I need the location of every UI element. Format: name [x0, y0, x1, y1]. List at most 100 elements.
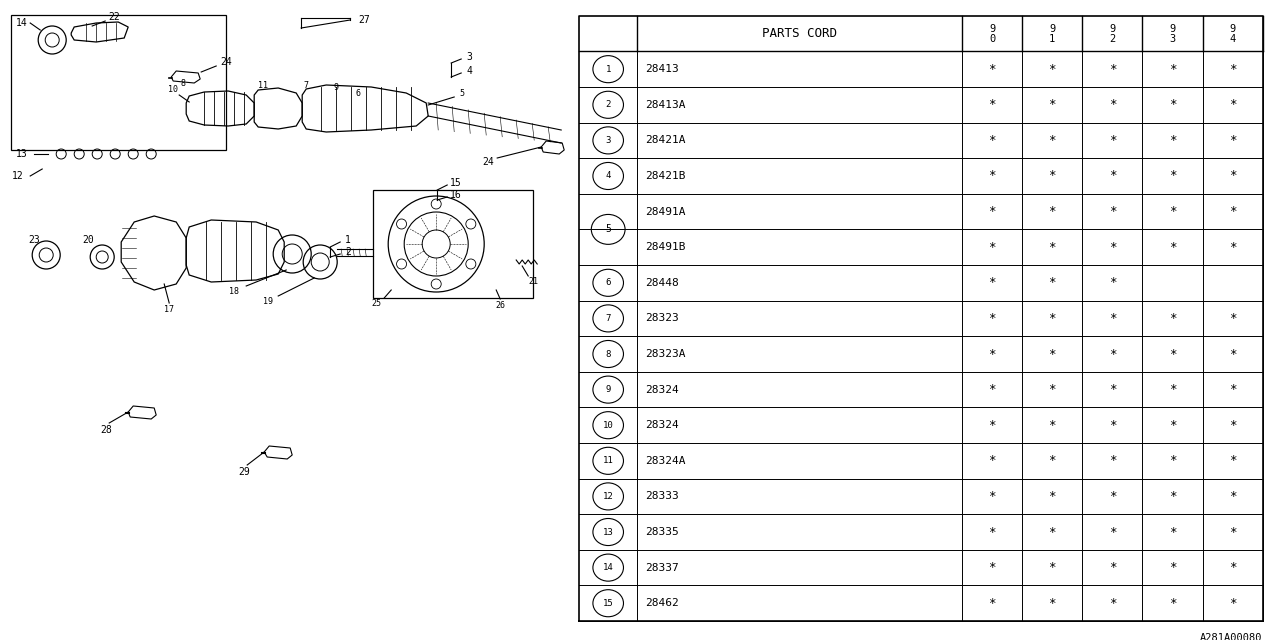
Text: 18: 18 [229, 287, 239, 296]
Text: 1: 1 [605, 65, 611, 74]
Text: *: * [1229, 205, 1236, 218]
Text: *: * [1108, 525, 1116, 538]
Text: *: * [988, 348, 996, 360]
Text: *: * [1229, 99, 1236, 111]
Text: 23: 23 [28, 235, 40, 245]
Text: *: * [1108, 419, 1116, 432]
Text: 28413: 28413 [645, 64, 680, 74]
Text: *: * [1169, 525, 1176, 538]
Text: 28323: 28323 [645, 314, 680, 323]
Text: 28335: 28335 [645, 527, 680, 537]
Text: *: * [1229, 312, 1236, 325]
Text: 28323A: 28323A [645, 349, 686, 359]
Text: *: * [988, 134, 996, 147]
Text: 5: 5 [605, 225, 611, 234]
Text: *: * [1108, 596, 1116, 610]
Text: *: * [988, 205, 996, 218]
Text: 9
4: 9 4 [1230, 24, 1235, 44]
Text: 28: 28 [100, 425, 113, 435]
Text: 15: 15 [451, 178, 462, 188]
Text: 13: 13 [17, 149, 28, 159]
Text: 22: 22 [109, 12, 120, 22]
Text: 8: 8 [605, 349, 611, 358]
Text: 8: 8 [180, 79, 186, 88]
Text: *: * [988, 490, 996, 503]
Text: PARTS CORD: PARTS CORD [762, 27, 837, 40]
Text: *: * [1169, 241, 1176, 253]
Text: 11: 11 [603, 456, 613, 465]
Text: 2: 2 [346, 247, 351, 257]
Text: *: * [1108, 241, 1116, 253]
Text: 28324: 28324 [645, 420, 680, 430]
Text: *: * [1048, 383, 1056, 396]
Text: *: * [1229, 596, 1236, 610]
Text: 17: 17 [164, 305, 174, 314]
Text: 9: 9 [334, 83, 339, 93]
Text: *: * [1229, 383, 1236, 396]
Text: *: * [988, 419, 996, 432]
Text: *: * [988, 63, 996, 76]
Text: 4: 4 [605, 172, 611, 180]
Text: 9
2: 9 2 [1110, 24, 1115, 44]
Text: *: * [1048, 63, 1056, 76]
Text: 28491A: 28491A [645, 207, 686, 216]
Text: *: * [988, 276, 996, 289]
Text: *: * [1169, 454, 1176, 467]
Text: *: * [1108, 99, 1116, 111]
Text: 21: 21 [529, 278, 538, 287]
Text: *: * [1048, 312, 1056, 325]
Text: A281A00080: A281A00080 [1201, 634, 1263, 640]
Text: *: * [1169, 419, 1176, 432]
Text: 19: 19 [264, 298, 273, 307]
Text: 3: 3 [466, 52, 472, 62]
Text: *: * [1048, 99, 1056, 111]
Text: *: * [1229, 134, 1236, 147]
Text: *: * [1108, 490, 1116, 503]
Text: 28413A: 28413A [645, 100, 686, 110]
Text: 29: 29 [238, 467, 250, 477]
Text: 10: 10 [168, 86, 178, 95]
Text: 10: 10 [603, 420, 613, 429]
Text: 28491B: 28491B [645, 242, 686, 252]
Text: 7: 7 [605, 314, 611, 323]
Text: 14: 14 [17, 18, 28, 28]
Text: *: * [988, 170, 996, 182]
Text: *: * [1229, 525, 1236, 538]
Text: *: * [1169, 205, 1176, 218]
Text: *: * [1048, 596, 1056, 610]
Text: *: * [1229, 490, 1236, 503]
Text: *: * [1048, 561, 1056, 574]
Text: *: * [1048, 454, 1056, 467]
Text: *: * [1169, 170, 1176, 182]
Text: *: * [1229, 454, 1236, 467]
Text: 25: 25 [371, 300, 381, 308]
Text: *: * [1108, 312, 1116, 325]
Text: *: * [1169, 490, 1176, 503]
Text: *: * [1229, 561, 1236, 574]
Text: 28324: 28324 [645, 385, 680, 395]
Text: *: * [1108, 454, 1116, 467]
Text: *: * [1048, 348, 1056, 360]
Text: *: * [1108, 383, 1116, 396]
Text: *: * [1048, 241, 1056, 253]
Bar [12, 15, 227, 150]
Text: *: * [1108, 205, 1116, 218]
Text: *: * [988, 454, 996, 467]
Text: 6: 6 [356, 88, 361, 97]
Text: *: * [1169, 312, 1176, 325]
Text: *: * [988, 241, 996, 253]
Text: *: * [1048, 419, 1056, 432]
Text: 5: 5 [460, 90, 465, 99]
Text: 24: 24 [220, 57, 232, 67]
Text: *: * [1229, 170, 1236, 182]
Text: 28333: 28333 [645, 492, 680, 501]
Text: *: * [1169, 63, 1176, 76]
Text: *: * [988, 525, 996, 538]
Text: *: * [1048, 205, 1056, 218]
Text: *: * [988, 383, 996, 396]
Text: 6: 6 [605, 278, 611, 287]
Text: *: * [988, 99, 996, 111]
Text: *: * [1169, 348, 1176, 360]
Text: 27: 27 [358, 15, 370, 25]
Text: *: * [1048, 525, 1056, 538]
